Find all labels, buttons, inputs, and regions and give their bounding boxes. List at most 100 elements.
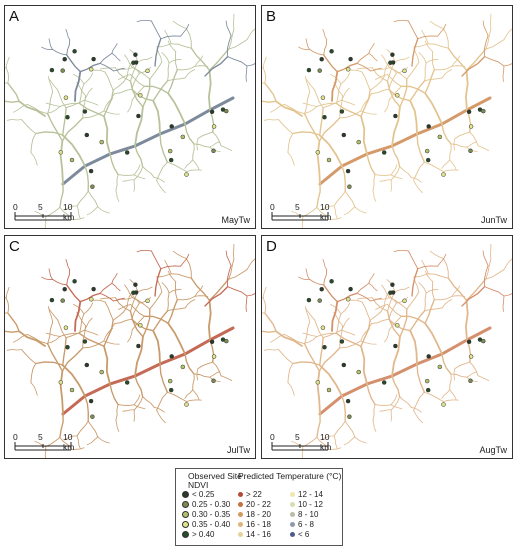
observed-site-point	[347, 414, 352, 419]
river-segment	[485, 39, 505, 50]
river-segment	[228, 39, 248, 50]
river-segment	[502, 65, 505, 82]
river-segment	[150, 20, 162, 40]
river-segment	[485, 28, 492, 50]
observed-site-point	[180, 134, 186, 140]
river-segment	[197, 361, 214, 370]
river-segment	[65, 329, 85, 339]
river-segment	[369, 305, 385, 321]
river-segment	[168, 289, 182, 294]
river-segment	[409, 310, 426, 332]
scale-tick: 0	[13, 202, 18, 212]
river-segment	[372, 404, 376, 421]
river-segment	[111, 52, 121, 62]
river-segment	[316, 102, 337, 107]
river-segment	[18, 100, 46, 117]
river-segment	[142, 78, 151, 108]
river-segment	[328, 217, 342, 220]
river-segment	[442, 28, 449, 49]
river-segment	[6, 349, 22, 351]
river-segment	[66, 39, 71, 56]
river-segment	[83, 72, 94, 85]
river-segment	[115, 419, 120, 432]
river-segment	[424, 77, 443, 82]
observed-site-point	[306, 67, 312, 73]
river-segment	[406, 291, 420, 310]
river-segment	[484, 56, 505, 67]
river-segment	[283, 333, 306, 345]
river-segment	[66, 54, 81, 73]
river-segment	[209, 141, 221, 148]
river-segment	[390, 179, 392, 192]
river-segment	[220, 145, 233, 151]
river-segment	[368, 52, 378, 62]
observed-site-point	[82, 109, 88, 114]
river-segment	[59, 206, 73, 220]
observed-site-point	[320, 95, 326, 100]
river-segment	[87, 420, 99, 438]
river-segment	[429, 20, 444, 29]
river-segment	[406, 61, 420, 80]
river-segment	[44, 446, 47, 458]
ndvi-class: 0.25 - 0.30	[182, 500, 230, 510]
river-segment	[465, 48, 487, 71]
temp-class: 12 - 14	[290, 490, 323, 500]
river-segment	[209, 371, 221, 378]
river-segment	[363, 323, 373, 335]
river-segment	[374, 404, 392, 406]
river-segment	[227, 56, 248, 67]
river-segment	[344, 420, 356, 438]
river-segment	[322, 29, 328, 41]
river-segment	[90, 69, 106, 73]
river-segment	[167, 40, 177, 53]
river-segment	[130, 61, 139, 82]
river-segment	[387, 61, 396, 82]
river-segment	[122, 179, 135, 182]
river-segment	[341, 395, 346, 422]
river-segment	[150, 250, 162, 270]
river-segment	[167, 62, 170, 82]
temp-class: 20 - 22	[238, 500, 271, 510]
river-segment	[360, 319, 371, 347]
river-segment	[103, 89, 114, 117]
river-segment	[424, 69, 435, 94]
observed-site-point	[211, 378, 216, 384]
river-segment	[341, 165, 346, 192]
temp-swatch	[290, 502, 295, 508]
river-segment	[410, 177, 422, 183]
scale-tick: 5	[38, 202, 43, 212]
river-segment	[340, 72, 351, 85]
river-segment	[287, 152, 295, 166]
river-segment	[112, 305, 128, 321]
scale-tick: 5	[295, 432, 300, 442]
observed-site-point	[209, 339, 215, 345]
river-segment	[137, 286, 153, 293]
river-segment	[391, 335, 401, 377]
river-segment	[48, 78, 58, 91]
observed-site-point	[138, 93, 143, 98]
ndvi-swatch	[182, 531, 189, 539]
river-segment	[131, 62, 140, 74]
river-segment	[302, 436, 318, 448]
river-segment	[411, 268, 419, 297]
river-segment	[131, 292, 140, 304]
river-segment	[5, 56, 10, 69]
river-segment	[298, 46, 310, 51]
river-segment	[453, 368, 456, 381]
river-segment	[388, 315, 402, 331]
river-segment	[35, 361, 64, 366]
river-segment	[262, 286, 267, 299]
observed-site-point	[393, 113, 398, 119]
observed-site-point	[136, 113, 141, 119]
river-segment	[106, 93, 116, 105]
river-segment	[143, 315, 169, 324]
river-segment	[384, 329, 390, 343]
river-segment	[356, 297, 373, 300]
river-segment	[193, 373, 211, 378]
temp-swatch	[238, 522, 243, 528]
river-segment	[30, 133, 37, 154]
river-segment	[399, 308, 408, 338]
river-segment	[360, 345, 368, 385]
river-segment	[47, 321, 54, 345]
observed-site-point	[133, 60, 139, 65]
